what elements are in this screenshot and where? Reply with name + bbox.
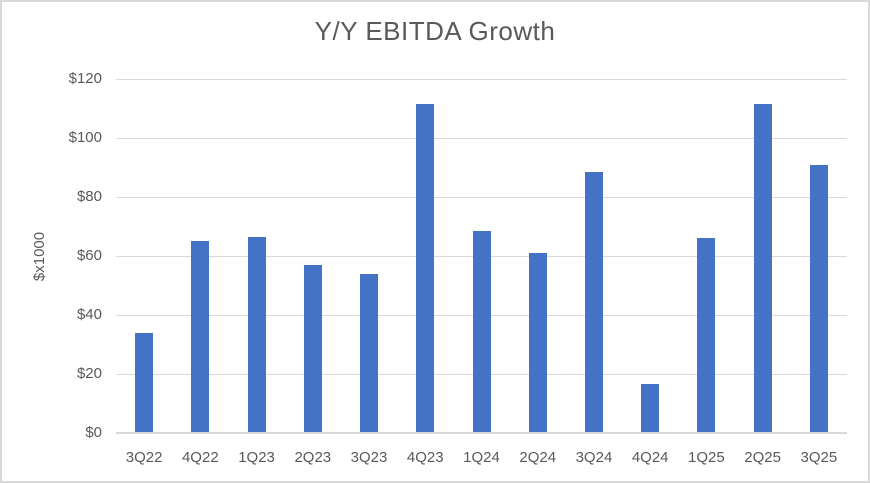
y-tick-label: $120 <box>68 70 102 87</box>
bar-4Q22 <box>191 241 210 432</box>
x-tick-label: 4Q24 <box>631 449 669 466</box>
chart-title: Y/Y EBITDA Growth <box>314 16 556 46</box>
y-tick-label: $60 <box>76 247 102 264</box>
bar-1Q23 <box>247 236 266 432</box>
x-tick-label: 2Q23 <box>294 449 332 466</box>
gridline <box>116 137 847 139</box>
x-tick-label: 2Q24 <box>519 449 557 466</box>
bar-2Q24 <box>528 253 547 432</box>
x-tick-label: 1Q25 <box>688 449 725 466</box>
x-axis-tick-labels: 3Q22 4Q22 1Q23 2Q23 3Q23 4Q23 1Q24 2Q24 3Q24 4Q24… <box>116 448 847 470</box>
bar-3Q22 <box>135 332 154 432</box>
bar-3Q25 <box>809 164 828 432</box>
bar-2Q25 <box>753 104 772 432</box>
bar-1Q25 <box>697 238 716 432</box>
x-tick-label: 1Q23 <box>238 449 275 466</box>
x-tick-label: 1Q24 <box>463 449 500 466</box>
bar-3Q23 <box>360 273 379 432</box>
plot-area <box>116 78 847 434</box>
y-axis-tick-labels: $0 $20 $40 $60 $80 $100 $120 <box>2 70 102 441</box>
y-tick-label: $80 <box>76 188 102 205</box>
gridline <box>116 78 847 80</box>
bar-4Q24 <box>641 384 660 432</box>
bar-1Q24 <box>472 230 491 432</box>
x-tick-label: 3Q23 <box>350 449 388 466</box>
x-tick-label: 4Q22 <box>181 449 219 466</box>
x-axis-line <box>116 432 847 434</box>
x-tick-label: 3Q24 <box>575 449 613 466</box>
x-tick-label: 3Q25 <box>800 449 838 466</box>
x-tick-label: 2Q25 <box>744 449 781 466</box>
bar-3Q24 <box>584 171 603 432</box>
y-tick-label: $100 <box>68 129 102 146</box>
x-tick-label: 3Q22 <box>125 449 163 466</box>
y-tick-label: $40 <box>76 306 102 323</box>
bar-2Q23 <box>303 264 322 432</box>
gridline <box>116 196 847 198</box>
y-tick-label: $20 <box>76 365 102 382</box>
bar-4Q23 <box>416 104 435 432</box>
x-tick-label: 4Q23 <box>406 449 444 466</box>
y-tick-label: $0 <box>85 424 102 441</box>
